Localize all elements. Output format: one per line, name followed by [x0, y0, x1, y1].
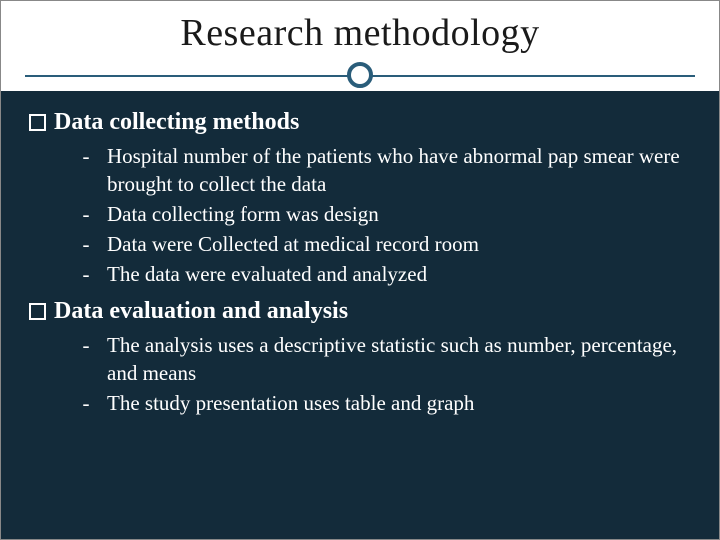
dash-icon: -	[81, 200, 91, 228]
list-item: - Hospital number of the patients who ha…	[81, 142, 691, 198]
square-bullet-icon	[29, 303, 46, 320]
dash-icon: -	[81, 389, 91, 417]
list-item-text: Data collecting form was design	[107, 200, 379, 228]
list-item-text: Hospital number of the patients who have…	[107, 142, 691, 198]
title-area: Research methodology	[1, 1, 719, 91]
list-item: - The study presentation uses table and …	[81, 389, 691, 417]
dash-icon: -	[81, 142, 91, 198]
divider	[1, 59, 719, 91]
section-heading-text: Data collecting methods	[54, 109, 299, 136]
divider-circle-icon	[347, 62, 373, 88]
list-item-text: The analysis uses a descriptive statisti…	[107, 331, 691, 387]
dash-icon: -	[81, 260, 91, 288]
slide-title: Research methodology	[1, 11, 719, 55]
list-item-text: Data were Collected at medical record ro…	[107, 230, 479, 258]
slide: Research methodology Data collecting met…	[0, 0, 720, 540]
bullet-list: - Hospital number of the patients who ha…	[81, 142, 691, 288]
list-item: - The data were evaluated and analyzed	[81, 260, 691, 288]
dash-icon: -	[81, 230, 91, 258]
content-area: Data collecting methods - Hospital numbe…	[1, 91, 719, 539]
list-item-text: The study presentation uses table and gr…	[107, 389, 474, 417]
dash-icon: -	[81, 331, 91, 387]
list-item: - Data collecting form was design	[81, 200, 691, 228]
section-heading-text: Data evaluation and analysis	[54, 298, 348, 325]
bullet-list: - The analysis uses a descriptive statis…	[81, 331, 691, 417]
list-item: - The analysis uses a descriptive statis…	[81, 331, 691, 387]
list-item: - Data were Collected at medical record …	[81, 230, 691, 258]
list-item-text: The data were evaluated and analyzed	[107, 260, 427, 288]
section-heading: Data collecting methods	[29, 109, 691, 136]
section-heading: Data evaluation and analysis	[29, 298, 691, 325]
square-bullet-icon	[29, 114, 46, 131]
